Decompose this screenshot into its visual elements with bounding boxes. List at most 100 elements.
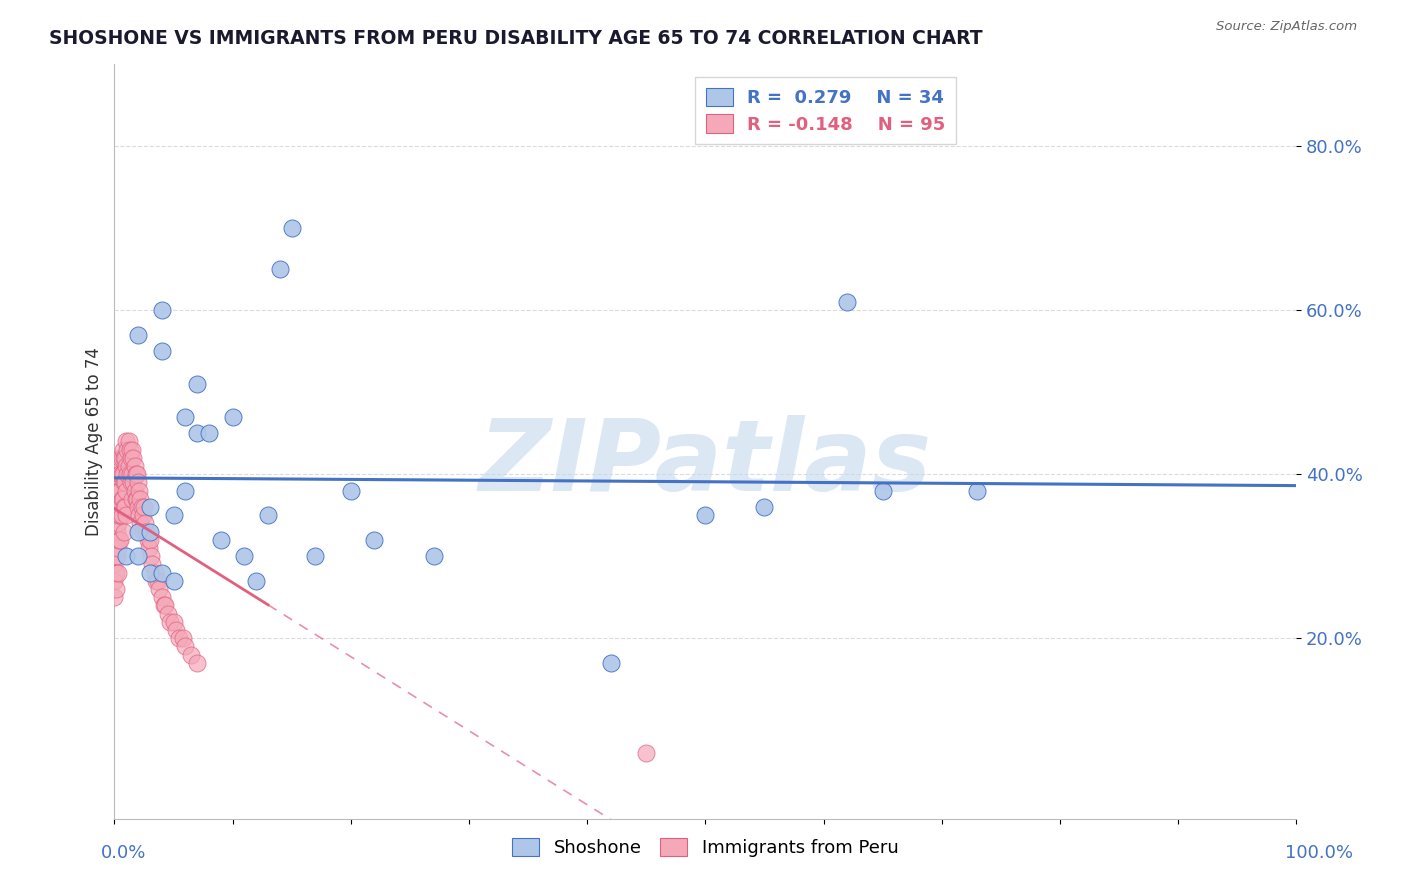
Point [186, 376, 208, 391]
Point [695, 508, 717, 523]
Point [115, 458, 138, 473]
Point [128, 508, 150, 523]
Point [145, 574, 167, 588]
Point [111, 442, 134, 457]
Point [135, 524, 157, 539]
Point [127, 500, 149, 514]
Point [122, 475, 145, 490]
Point [118, 442, 141, 457]
Point [837, 294, 859, 309]
Point [108, 483, 131, 498]
Point [110, 483, 132, 498]
Point [105, 524, 128, 539]
Point [209, 533, 232, 547]
Point [139, 549, 162, 564]
Point [117, 467, 139, 482]
Point [304, 549, 326, 564]
Point [103, 558, 125, 572]
Point [363, 533, 385, 547]
Point [112, 524, 135, 539]
Text: 100.0%: 100.0% [1285, 844, 1353, 862]
Point [120, 475, 142, 490]
Point [186, 656, 208, 670]
Point [132, 500, 155, 514]
Point [599, 656, 621, 670]
Point [141, 558, 163, 572]
Point [115, 434, 138, 449]
Point [117, 458, 139, 473]
Point [120, 450, 142, 465]
Point [127, 475, 149, 490]
Point [110, 450, 132, 465]
Point [124, 483, 146, 498]
Point [134, 516, 156, 531]
Point [162, 574, 184, 588]
Point [107, 500, 129, 514]
Point [129, 491, 152, 506]
Point [107, 516, 129, 531]
Point [136, 533, 159, 547]
Point [139, 500, 162, 514]
Point [104, 533, 127, 547]
Point [125, 467, 148, 482]
Point [104, 582, 127, 596]
Point [269, 262, 291, 277]
Point [148, 582, 170, 596]
Point [111, 491, 134, 506]
Point [121, 491, 143, 506]
Point [143, 566, 166, 580]
Point [112, 500, 135, 514]
Point [139, 524, 162, 539]
Point [114, 475, 136, 490]
Point [122, 450, 145, 465]
Point [117, 434, 139, 449]
Point [107, 541, 129, 555]
Text: 0.0%: 0.0% [101, 844, 146, 862]
Point [138, 541, 160, 555]
Point [110, 533, 132, 547]
Point [169, 631, 191, 645]
Point [150, 566, 173, 580]
Point [112, 475, 135, 490]
Point [115, 508, 138, 523]
Point [103, 590, 125, 604]
Point [108, 533, 131, 547]
Point [159, 615, 181, 629]
Point [111, 467, 134, 482]
Point [339, 483, 361, 498]
Point [103, 574, 125, 588]
Point [162, 615, 184, 629]
Point [257, 508, 280, 523]
Point [198, 426, 221, 441]
Point [107, 483, 129, 498]
Point [156, 607, 179, 621]
Point [115, 549, 138, 564]
Point [107, 566, 129, 580]
Point [110, 491, 132, 506]
Point [105, 508, 128, 523]
Point [104, 566, 127, 580]
Point [110, 508, 132, 523]
Point [146, 574, 169, 588]
Point [114, 500, 136, 514]
Point [121, 467, 143, 482]
Point [162, 508, 184, 523]
Point [125, 491, 148, 506]
Point [174, 483, 197, 498]
Point [174, 409, 197, 424]
Point [966, 483, 988, 498]
Text: ZIPatlas: ZIPatlas [479, 416, 932, 513]
Point [108, 508, 131, 523]
Point [118, 467, 141, 482]
Point [127, 327, 149, 342]
Point [114, 450, 136, 465]
Point [422, 549, 444, 564]
Text: SHOSHONE VS IMMIGRANTS FROM PERU DISABILITY AGE 65 TO 74 CORRELATION CHART: SHOSHONE VS IMMIGRANTS FROM PERU DISABIL… [49, 29, 983, 47]
Point [174, 640, 197, 654]
Point [872, 483, 894, 498]
Point [104, 549, 127, 564]
Point [110, 467, 132, 482]
Point [132, 508, 155, 523]
Point [129, 516, 152, 531]
Point [180, 648, 202, 662]
